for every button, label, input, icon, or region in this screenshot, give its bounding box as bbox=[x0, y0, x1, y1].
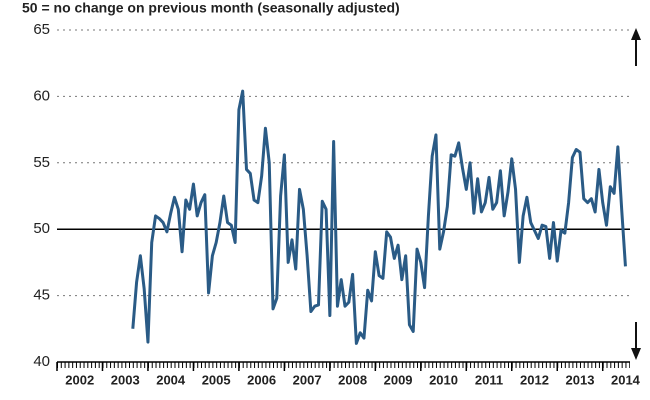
y-tick-label: 45 bbox=[33, 287, 50, 304]
y-tick-label: 40 bbox=[33, 353, 50, 370]
x-tick-label: 2010 bbox=[429, 372, 458, 387]
y-tick-label: 60 bbox=[33, 87, 50, 104]
x-tick-label: 2009 bbox=[384, 372, 413, 387]
x-tick-label: 2005 bbox=[202, 372, 231, 387]
x-tick-label: 2014 bbox=[611, 372, 641, 387]
x-tick-label: 2013 bbox=[566, 372, 595, 387]
x-tick-label: 2004 bbox=[156, 372, 186, 387]
y-tick-label: 55 bbox=[33, 154, 50, 171]
up-arrow bbox=[631, 28, 641, 66]
x-tick-label: 2002 bbox=[65, 372, 94, 387]
down-arrow bbox=[631, 322, 641, 360]
x-tick-label: 2007 bbox=[293, 372, 322, 387]
chart-title: 50 = no change on previous month (season… bbox=[22, 0, 400, 16]
y-tick-label: 65 bbox=[33, 21, 50, 38]
x-tick-label: 2011 bbox=[475, 372, 503, 387]
x-tick-label: 2006 bbox=[247, 372, 276, 387]
data-line bbox=[131, 89, 627, 345]
y-tick-label: 50 bbox=[33, 220, 50, 237]
x-tick-label: 2003 bbox=[111, 372, 140, 387]
x-tick-label: 2012 bbox=[520, 372, 549, 387]
x-tick-label: 2008 bbox=[338, 372, 367, 387]
